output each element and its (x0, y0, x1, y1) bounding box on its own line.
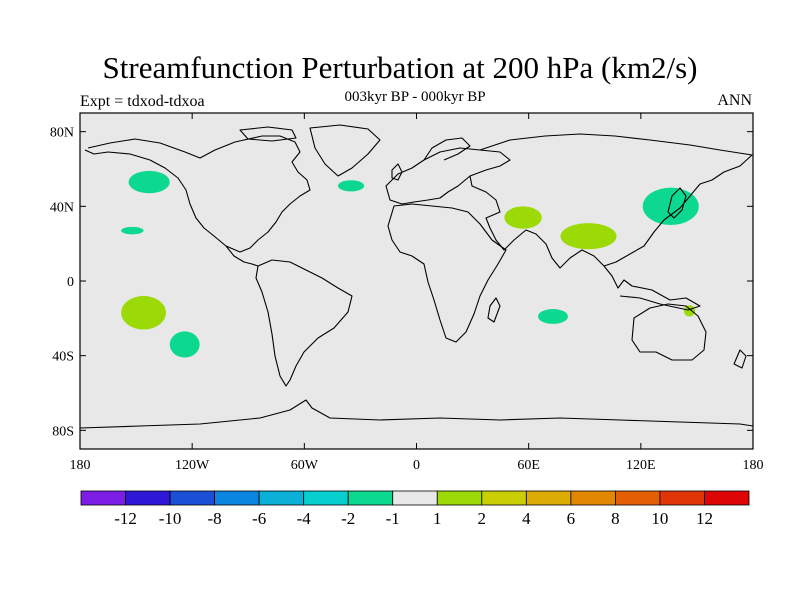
colorbar-label-11: 8 (611, 509, 620, 528)
colorbar-label-3: -6 (252, 509, 266, 528)
anomaly-region-5 (504, 206, 542, 229)
colorbar-swatch-9 (481, 490, 527, 506)
coast-australia (631, 303, 707, 361)
colorbar-label-6: -1 (386, 509, 400, 528)
colorbar-swatch-6 (347, 490, 394, 506)
colorbar-label-5: -2 (341, 509, 355, 528)
lon-tick-label-6: 180 (743, 458, 764, 473)
colorbar-label-10: 6 (567, 509, 576, 528)
coast-asia (469, 133, 753, 269)
anomaly-region-1 (337, 180, 365, 192)
colorbar-swatch-5 (303, 490, 349, 506)
lat-tick-label-0: 80N (50, 126, 74, 141)
axis-tick-marks (79, 113, 754, 449)
colorbar-label-12: 10 (651, 509, 668, 528)
colorbar-swatch-4 (258, 490, 305, 506)
anomaly-region-10 (683, 305, 696, 317)
colorbar-label-4: -4 (297, 509, 312, 528)
anomaly-region-8 (657, 202, 684, 222)
coast-north-america (84, 135, 311, 253)
plot-subtitle: 003kyr BP - 000kyr BP (344, 89, 486, 105)
coast-madagascar (487, 297, 501, 323)
anomaly-region-6 (560, 223, 617, 250)
colorbar-swatch-2 (169, 490, 215, 506)
colorbar-swatch-8 (436, 490, 483, 506)
colorbar-swatch-7 (392, 490, 438, 506)
colorbar-swatch-13 (659, 490, 705, 506)
colorbar-swatch-10 (525, 490, 572, 506)
colorbar-label-8: 2 (478, 509, 487, 528)
colorbar-label-7: 1 (433, 509, 442, 528)
coast-southeast-asia (603, 265, 701, 311)
coast-europe (385, 147, 511, 205)
lon-tick-label-3: 0 (413, 458, 420, 473)
coast-british-isles (391, 163, 403, 181)
colorbar-label-9: 4 (522, 509, 531, 528)
anomaly-region-9 (538, 309, 568, 324)
anomaly-region-2 (121, 226, 144, 235)
coast-central-america (225, 245, 259, 267)
colorbar-swatch-11 (570, 490, 616, 506)
colorbar-swatch-0 (80, 490, 126, 506)
lat-tick-label-4: 80S (52, 424, 74, 439)
season-label: ANN (717, 92, 752, 109)
plot-title: Streamfunction Perturbation at 200 hPa (… (102, 50, 698, 85)
lat-tick-label-1: 40N (50, 200, 74, 215)
anomaly-region-0 (128, 170, 170, 194)
lon-tick-label-5: 120E (626, 458, 656, 473)
lon-tick-label-2: 60W (291, 458, 319, 473)
anomaly-layer (121, 170, 699, 358)
colorbar-label-0: -12 (114, 509, 137, 528)
colorbar-swatch-14 (704, 490, 750, 506)
coast-south-america (255, 259, 353, 387)
colorbar-label-1: -10 (159, 509, 182, 528)
coast-greenland (309, 124, 381, 177)
lon-tick-label-0: 180 (70, 458, 91, 473)
colorbar-label-2: -8 (208, 509, 222, 528)
coast-africa (387, 203, 507, 343)
anomaly-region-4 (169, 331, 200, 358)
coast-arctic-islands (239, 126, 297, 142)
coast-new-zealand (733, 349, 747, 369)
axis-tick-labels: 80N 40N 0 40S 80S 180 120W 60W 0 60E 120E 180 (50, 126, 764, 473)
colorbar (80, 490, 750, 506)
lat-tick-label-3: 40S (52, 350, 74, 365)
coastlines (80, 124, 753, 429)
lon-tick-label-1: 120W (175, 458, 210, 473)
colorbar-labels: -12 -10 -8 -6 -4 -2 -1 1 2 4 6 8 10 12 (114, 509, 713, 528)
experiment-label: Expt = tdxod-tdxoa (80, 93, 205, 110)
colorbar-swatch-1 (125, 490, 171, 506)
lat-tick-label-2: 0 (67, 275, 74, 290)
colorbar-label-13: 12 (696, 509, 713, 528)
coast-antarctica (80, 399, 753, 429)
colorbar-swatch-3 (214, 490, 260, 506)
coast-scandinavia (423, 137, 471, 161)
map-background (80, 113, 753, 449)
colorbar-swatch-12 (615, 490, 661, 506)
anomaly-region-3 (121, 295, 166, 330)
coast-japan (667, 187, 687, 219)
lon-tick-label-4: 60E (517, 458, 540, 473)
